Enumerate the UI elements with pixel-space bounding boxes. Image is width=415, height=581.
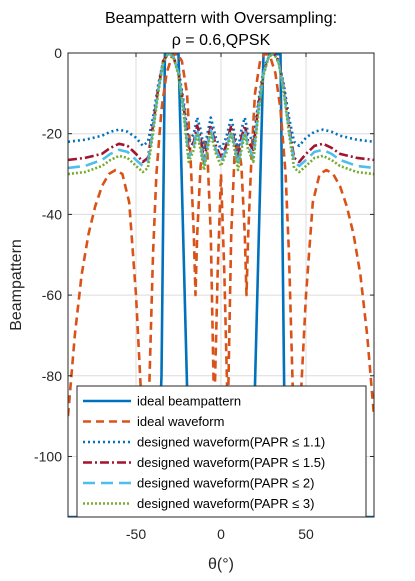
y-tick-label: -80 <box>42 368 62 384</box>
series-line-2 <box>68 53 374 499</box>
y-axis-label: Beampattern <box>8 239 25 331</box>
x-tick-label: 0 <box>217 526 225 542</box>
y-tick-label: -20 <box>42 126 62 142</box>
legend: ideal beampattern ideal waveform designed … <box>76 385 367 518</box>
chart-title-line1: Beampattern with Oversampling: <box>105 10 337 27</box>
ticks: -50 0 50 0 -20 -40 -60 -80 -100 <box>34 45 374 542</box>
chart-title-line2: ρ = 0.6,QPSK <box>172 32 271 49</box>
y-tick-label: -100 <box>34 448 62 464</box>
legend-label-2: ideal waveform <box>137 414 224 429</box>
legend-label-1: ideal beampattern <box>137 394 241 409</box>
series-group <box>68 53 374 517</box>
y-tick-label: -40 <box>42 206 62 222</box>
legend-label-3: designed waveform(PAPR ≤ 1.1) <box>137 435 325 450</box>
y-tick-label: 0 <box>54 45 62 61</box>
series-line-3 <box>68 53 374 152</box>
legend-label-6: designed waveform(PAPR ≤ 3) <box>137 496 314 511</box>
legend-label-4: designed waveform(PAPR ≤ 1.5) <box>137 455 325 470</box>
legend-box <box>76 385 367 518</box>
x-tick-label: 50 <box>298 526 314 542</box>
legend-label-5: designed waveform(PAPR ≤ 2) <box>137 476 314 491</box>
x-tick-label: -50 <box>126 526 146 542</box>
x-axis-label: θ(°) <box>208 556 234 573</box>
y-tick-label: -60 <box>42 287 62 303</box>
